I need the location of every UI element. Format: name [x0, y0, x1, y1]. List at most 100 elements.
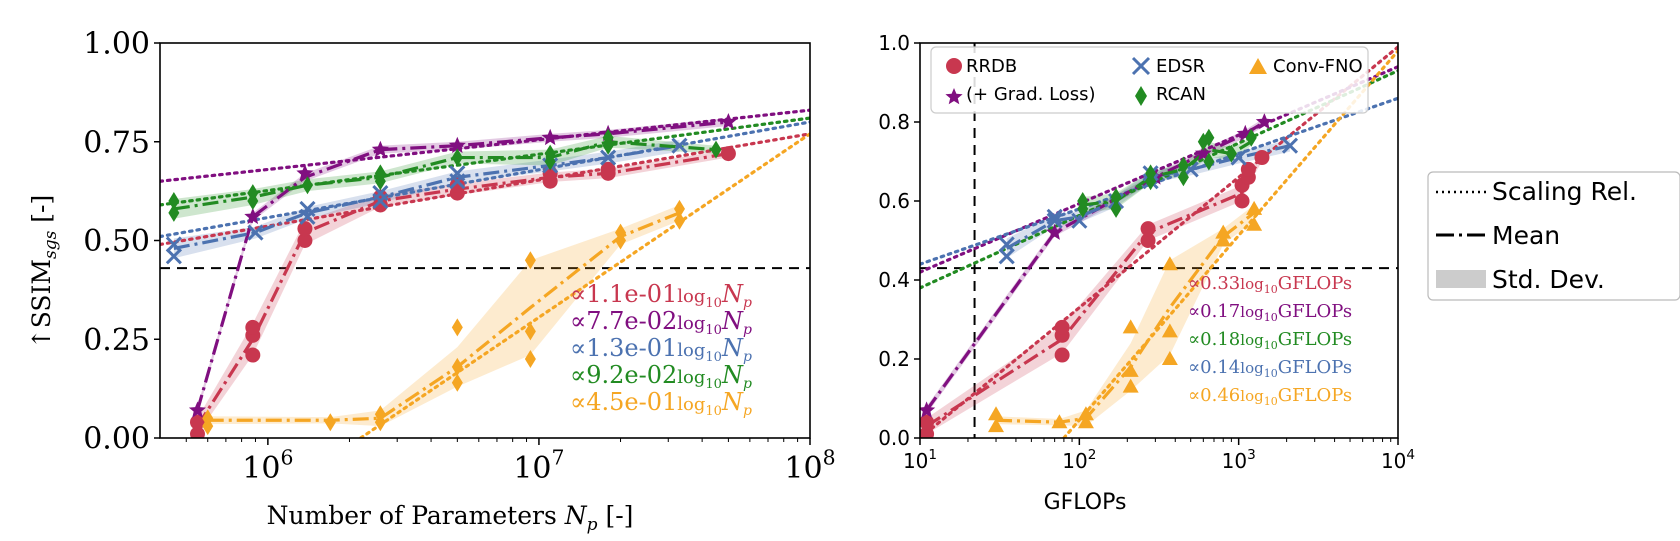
edsr-point — [372, 185, 389, 202]
x-tick-label: 108 — [784, 446, 835, 487]
edsr-point-stroke — [1230, 149, 1247, 166]
rrdb-point — [1140, 221, 1156, 237]
convfno-point — [1077, 406, 1094, 421]
convfno-point — [524, 350, 536, 368]
rcan-point — [710, 140, 722, 159]
rcan-point — [1177, 156, 1189, 175]
rcan-point — [1203, 152, 1215, 171]
scaling-annotation: ∝1.3e-01log10Np — [570, 334, 752, 365]
scaling-annotation: ∝9.2e-02log10Np — [570, 361, 752, 392]
rrdb-std-band — [197, 149, 729, 435]
rcan-point — [1245, 128, 1257, 147]
rrdb-scaling-line — [160, 132, 810, 247]
edsr-point — [449, 165, 466, 182]
rcan-point — [1110, 199, 1122, 218]
convfno-std-band — [207, 204, 680, 427]
rrdb_grad-point — [1194, 144, 1212, 161]
rrdb-scaling-line — [920, 45, 1398, 438]
convfno-point — [988, 418, 1005, 433]
x-tick-label: 103 — [1222, 447, 1256, 473]
convfno-point — [1122, 319, 1139, 334]
convfno-point — [324, 413, 336, 432]
scaling-annotation: ∝0.33log10GFLOPs — [1188, 273, 1352, 296]
edsr-point — [998, 236, 1015, 253]
rcan-scaling-line — [160, 116, 810, 207]
convfno-point — [988, 406, 1005, 421]
y-tick-label: 0.00 — [83, 422, 150, 457]
x-tick-label: 104 — [1381, 447, 1415, 473]
rrdb-point — [297, 221, 313, 237]
y-tick-label: 0.50 — [83, 224, 150, 259]
x-tick-label: 107 — [513, 446, 564, 487]
y-tick-label: 0.2 — [878, 347, 910, 371]
rcan-point — [168, 192, 180, 210]
y-tick-label: 0.8 — [878, 110, 910, 134]
convfno-scaling-line — [1062, 49, 1398, 438]
plot-area — [160, 108, 810, 438]
edsr-point — [1281, 137, 1299, 154]
left-y-axis-label: ↑SSIMsgs [-] — [27, 195, 61, 349]
legend-std-swatch — [1436, 270, 1486, 288]
rrdb-point — [297, 233, 313, 248]
legend-convfno-label: Conv-FNO — [1273, 56, 1363, 77]
rcan-point — [1077, 192, 1089, 210]
convfno-point — [451, 357, 463, 376]
convfno-point — [673, 211, 685, 230]
rcan-point — [1203, 128, 1215, 147]
convfno-point — [374, 405, 386, 424]
rrdb_grad-point — [448, 136, 466, 153]
y-tick-label: 0.4 — [878, 268, 910, 292]
scaling-annotation: ∝7.7e-02log10Np — [570, 307, 752, 338]
convfno-std-band — [996, 204, 1255, 427]
convfno-point — [202, 409, 214, 428]
legend-convfno-marker — [1249, 58, 1267, 74]
edsr-point — [671, 137, 688, 154]
style-legend: Scaling Rel. Mean Std. Dev. — [1427, 171, 1680, 301]
rrdb-point — [920, 426, 935, 438]
rrdb_grad-point — [920, 401, 936, 418]
convfno-point — [1215, 232, 1232, 247]
edsr-point-stroke — [1046, 208, 1063, 225]
edsr-mean-line — [173, 144, 680, 250]
rrdb-point — [189, 414, 205, 430]
rcan-point — [374, 164, 386, 183]
convfno-point — [1246, 216, 1263, 231]
style-legend-frame — [1427, 171, 1680, 301]
rrdb-point — [600, 161, 616, 177]
edsr-point-stroke — [1046, 212, 1063, 229]
rrdb-point — [372, 189, 388, 205]
right-x-axis-label: GFLOPs — [1044, 490, 1127, 515]
edsr-point — [1071, 212, 1088, 229]
legend-mean-label: Mean — [1492, 221, 1560, 250]
rrdb_grad-mean-line — [195, 120, 729, 411]
convfno-point — [615, 223, 627, 242]
edsr-point — [299, 200, 316, 217]
edsr-point — [247, 224, 264, 241]
y-tick-label: 0.75 — [83, 125, 150, 160]
y-tick-label: 1.00 — [83, 27, 150, 62]
left-chart: 0.00 0.25 0.50 0.75 1.00 106 107 108 ∝1.1e-01log… — [83, 27, 835, 487]
rcan-point — [1145, 164, 1157, 183]
legend-edsr-marker — [1131, 56, 1151, 76]
left-x-axis-label: Number of Parameters Np [-] — [267, 501, 634, 535]
convfno-point — [1122, 362, 1139, 377]
rcan-point — [1225, 144, 1237, 163]
convfno-point — [1122, 378, 1139, 393]
axes-frame — [919, 42, 1399, 439]
rcan-point — [451, 148, 463, 167]
edsr-point — [165, 236, 182, 253]
y-tick-label: 0.6 — [878, 189, 910, 213]
convfno-point — [1161, 323, 1178, 338]
convfno-point — [1077, 414, 1094, 429]
rrdb-point — [1054, 347, 1070, 363]
rrdb-point — [245, 319, 261, 335]
rrdb_grad-scaling-line — [160, 108, 810, 183]
convfno-point — [1246, 200, 1263, 215]
edsr-scaling-line — [920, 96, 1398, 266]
x-tick-label: 102 — [1062, 447, 1096, 473]
convfno-point — [451, 373, 463, 392]
y-tick-label: 0.0 — [878, 426, 910, 450]
legend-rcan-label: RCAN — [1156, 84, 1206, 105]
rrdb-mean-line — [196, 152, 729, 428]
